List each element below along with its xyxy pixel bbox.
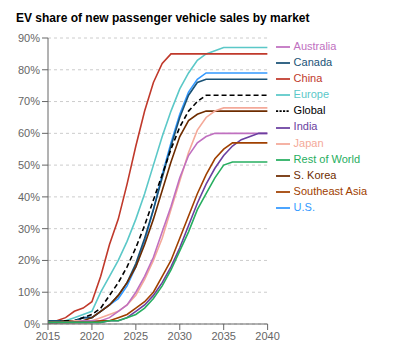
html-text:Australia: Australia <box>293 40 337 52</box>
html-text:India: India <box>293 120 318 133</box>
svg-text:40%: 40% <box>18 191 40 203</box>
svg-text:2030: 2030 <box>168 330 192 342</box>
svg-text:50%: 50% <box>18 159 40 171</box>
svg-text:2025: 2025 <box>124 330 148 342</box>
html-text:China: China <box>293 72 323 85</box>
svg-text:2015: 2015 <box>36 330 60 342</box>
svg-text:70%: 70% <box>18 95 40 107</box>
html-text:Rest of World: Rest of World <box>293 152 360 165</box>
html-text:Japan: Japan <box>293 136 324 149</box>
html-text:Southeast Asia: Southeast Asia <box>293 184 367 197</box>
svg-text:2035: 2035 <box>211 330 235 342</box>
html-text:Canada: Canada <box>293 56 333 69</box>
svg-text:60%: 60% <box>18 127 40 139</box>
svg-text:0%: 0% <box>24 318 40 330</box>
svg-text:2040: 2040 <box>255 330 279 342</box>
svg-text:30%: 30% <box>18 223 40 235</box>
svg-text:20%: 20% <box>18 254 40 266</box>
html-text:S. Korea: S. Korea <box>293 168 337 181</box>
svg-text:80%: 80% <box>18 64 40 76</box>
html-text:EV share of new passenger vehi: EV share of new passenger vehicle sales … <box>16 11 310 25</box>
html-text:Global: Global <box>293 104 326 117</box>
svg-text:2020: 2020 <box>80 330 104 342</box>
svg-text:90%: 90% <box>18 32 40 44</box>
html-text:Europe: Europe <box>293 88 330 101</box>
svg-text:10%: 10% <box>18 286 40 298</box>
html-text:U.S.: U.S. <box>293 200 315 213</box>
